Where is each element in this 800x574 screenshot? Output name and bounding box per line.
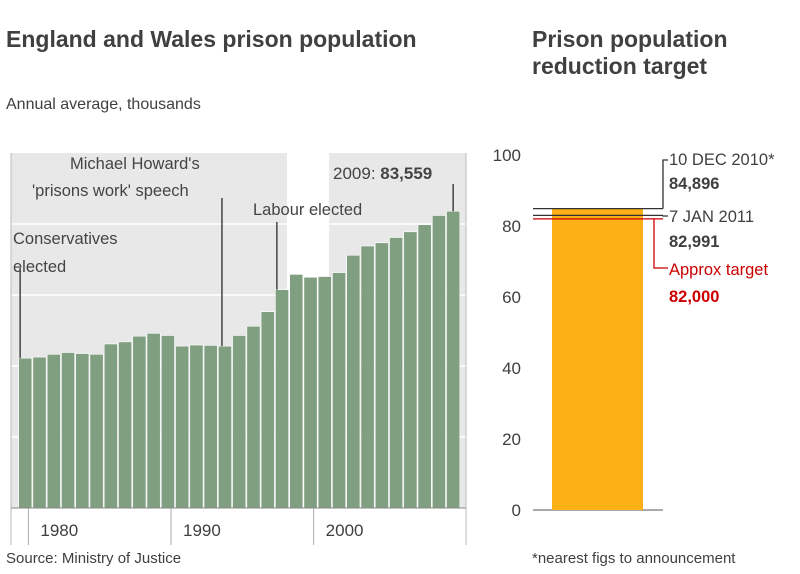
- bar-2008: [431, 215, 446, 509]
- x-tick-label-2000: 2000: [326, 521, 364, 540]
- bar-1995: [246, 325, 261, 509]
- marker-figure-2: 82,000: [669, 288, 719, 306]
- bar-1998: [289, 274, 304, 509]
- chart-title-right: Prison population reduction target: [532, 26, 728, 79]
- bar-2004: [374, 242, 389, 509]
- chart-subtitle: Annual average, thousands: [6, 96, 201, 113]
- marker-figure-1: 82,991: [669, 233, 719, 251]
- bar-1988: [146, 333, 161, 509]
- bar-2009: [446, 210, 461, 509]
- bar-1989: [160, 335, 175, 509]
- bar-1991: [189, 344, 204, 509]
- y-tick-label-40: 40: [502, 359, 521, 378]
- marker-connector-2: [653, 218, 668, 269]
- bar-1987: [132, 335, 147, 509]
- marker-connector-0: [662, 159, 668, 209]
- y-tick-label-60: 60: [502, 288, 521, 307]
- highlight-2009: 2009: 83,559: [333, 164, 432, 183]
- marker-figure-0: 84,896: [669, 175, 719, 193]
- bar-1994: [232, 335, 247, 509]
- bar-2000: [317, 276, 332, 509]
- x-tick-label-1980: 1980: [40, 521, 78, 540]
- bar-1980: [32, 356, 47, 509]
- marker-date-1: 7 JAN 2011: [669, 208, 754, 226]
- annotation-howard-line2: 'prisons work' speech: [32, 182, 189, 200]
- source-note: Source: Ministry of Justice: [6, 550, 182, 567]
- bar-1981: [46, 353, 61, 509]
- bar-1996: [260, 311, 275, 509]
- bar-1979: [18, 357, 33, 509]
- y-tick-label-0: 0: [512, 501, 521, 520]
- footnote: *nearest figs to announcement: [532, 550, 736, 567]
- bar-2003: [360, 245, 375, 509]
- bar-1984: [89, 353, 104, 509]
- annotation-conservatives-line1: Conservatives: [13, 230, 118, 248]
- bar-2001: [332, 272, 346, 509]
- annotation-conservatives-line2: elected: [13, 258, 66, 276]
- bar-1985: [103, 343, 118, 509]
- chart-title-left: England and Wales prison population: [6, 26, 417, 52]
- highlight-2009-label: 2009:: [333, 164, 380, 183]
- bar-2007: [417, 224, 432, 509]
- annotation-howard-line1: Michael Howard's: [70, 155, 200, 173]
- bar-1986: [118, 341, 133, 509]
- marker-date-0: 10 DEC 2010*: [669, 151, 775, 169]
- marker-connector-1: [662, 215, 668, 217]
- target-bar: [552, 208, 643, 510]
- highlight-2009-value: 83,559: [380, 164, 432, 183]
- bar-1997: [275, 289, 289, 509]
- bar-2006: [403, 231, 418, 509]
- bar-2002: [346, 254, 361, 509]
- y-tick-label-80: 80: [502, 217, 521, 236]
- bar-1993: [218, 345, 232, 509]
- bar-2005: [389, 237, 404, 509]
- bar-1999: [303, 276, 318, 509]
- marker-date-2: Approx target: [669, 261, 768, 279]
- annotation-labour: Labour elected: [253, 201, 362, 219]
- bar-1990: [175, 345, 190, 509]
- x-tick-label-1990: 1990: [183, 521, 221, 540]
- bar-1983: [75, 353, 90, 509]
- bar-1992: [203, 345, 218, 509]
- bar-1982: [61, 352, 75, 509]
- y-tick-label-100: 100: [493, 146, 521, 165]
- y-tick-label-20: 20: [502, 430, 521, 449]
